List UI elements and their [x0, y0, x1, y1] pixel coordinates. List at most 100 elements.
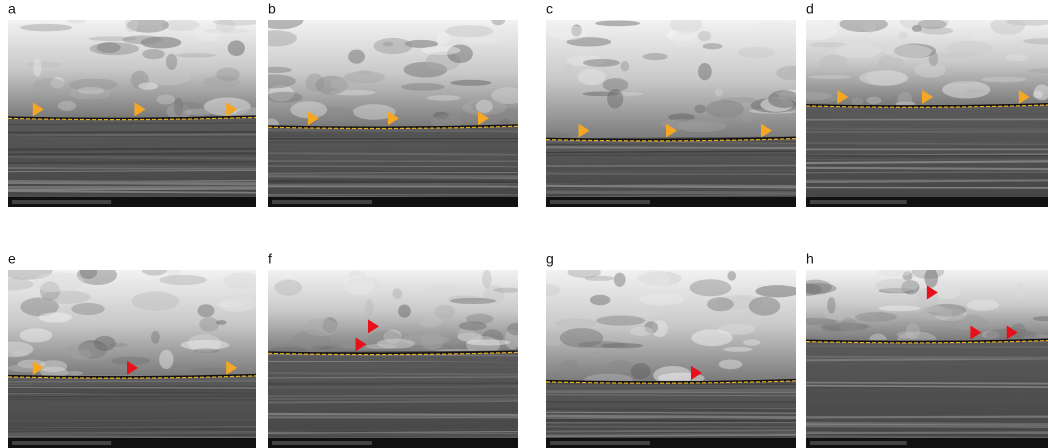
texture — [555, 318, 597, 328]
texture — [673, 31, 700, 46]
panel-label: b — [268, 1, 276, 17]
texture — [944, 76, 978, 83]
texture — [859, 70, 908, 85]
texture — [216, 67, 239, 81]
texture — [741, 112, 751, 123]
texture — [8, 188, 256, 189]
texture — [945, 41, 992, 57]
texture — [942, 81, 990, 99]
texture — [583, 92, 620, 97]
texture — [546, 147, 796, 148]
texture — [707, 297, 734, 311]
texture — [749, 297, 780, 316]
texture — [690, 279, 732, 296]
texture — [820, 55, 848, 71]
texture — [607, 360, 631, 373]
sem-image — [252, 11, 528, 207]
texture — [365, 299, 373, 317]
texture — [840, 318, 857, 336]
texture — [855, 312, 897, 322]
texture — [806, 432, 1048, 433]
texture — [122, 35, 162, 44]
texture — [635, 269, 670, 288]
texture — [268, 414, 518, 415]
info-text — [12, 441, 111, 445]
texture — [546, 409, 796, 410]
texture — [8, 149, 256, 150]
texture — [20, 24, 72, 32]
texture — [899, 12, 949, 30]
texture — [546, 191, 796, 192]
texture — [80, 98, 103, 104]
texture — [694, 105, 706, 114]
texture — [546, 165, 796, 166]
texture — [421, 46, 460, 55]
texture — [899, 32, 908, 40]
page: abcdefgh (() => { const data = JSON.pars… — [0, 0, 1048, 448]
texture — [546, 387, 796, 388]
texture — [67, 18, 86, 23]
texture — [567, 266, 601, 278]
texture — [197, 304, 214, 317]
texture — [166, 54, 177, 70]
texture — [71, 303, 104, 315]
panel-label: e — [8, 251, 16, 267]
texture — [970, 34, 994, 40]
texture — [768, 90, 800, 108]
texture — [8, 132, 256, 133]
texture — [806, 383, 1048, 384]
texture — [274, 279, 302, 295]
texture — [459, 321, 487, 330]
texture — [990, 17, 1025, 35]
texture — [421, 332, 444, 350]
texture — [691, 329, 732, 346]
texture — [138, 82, 158, 90]
texture — [151, 331, 160, 344]
texture — [806, 168, 1048, 169]
texture — [839, 16, 887, 32]
texture — [560, 328, 603, 348]
texture — [12, 349, 29, 356]
texture — [630, 327, 653, 336]
texture — [546, 427, 796, 428]
texture — [806, 194, 1048, 195]
texture — [929, 52, 939, 67]
texture — [507, 323, 526, 336]
texture — [159, 350, 173, 369]
texture — [463, 37, 503, 43]
texture — [719, 359, 743, 369]
texture — [8, 134, 256, 135]
texture — [382, 326, 424, 331]
texture — [806, 390, 1048, 391]
texture — [344, 277, 383, 297]
texture — [798, 283, 837, 294]
sem-image — [792, 12, 1048, 207]
texture — [798, 90, 843, 103]
texture — [462, 104, 472, 112]
panel-label: h — [806, 251, 814, 267]
texture — [806, 346, 1048, 347]
texture — [755, 22, 796, 32]
texture — [482, 270, 492, 288]
texture — [476, 100, 493, 113]
texture — [450, 80, 491, 86]
texture — [268, 366, 518, 367]
texture — [715, 88, 723, 97]
texture — [159, 275, 206, 285]
texture — [967, 299, 1000, 310]
texture — [493, 288, 521, 293]
texture — [259, 67, 292, 73]
texture — [614, 273, 626, 287]
texture — [366, 344, 397, 349]
texture — [426, 95, 460, 101]
texture — [546, 384, 796, 385]
texture — [8, 162, 256, 163]
info-text — [272, 200, 372, 204]
texture — [303, 319, 338, 337]
texture — [185, 109, 214, 116]
texture — [621, 61, 630, 71]
texture — [223, 272, 263, 289]
texture — [912, 25, 922, 32]
texture — [536, 284, 560, 296]
texture — [435, 305, 456, 319]
